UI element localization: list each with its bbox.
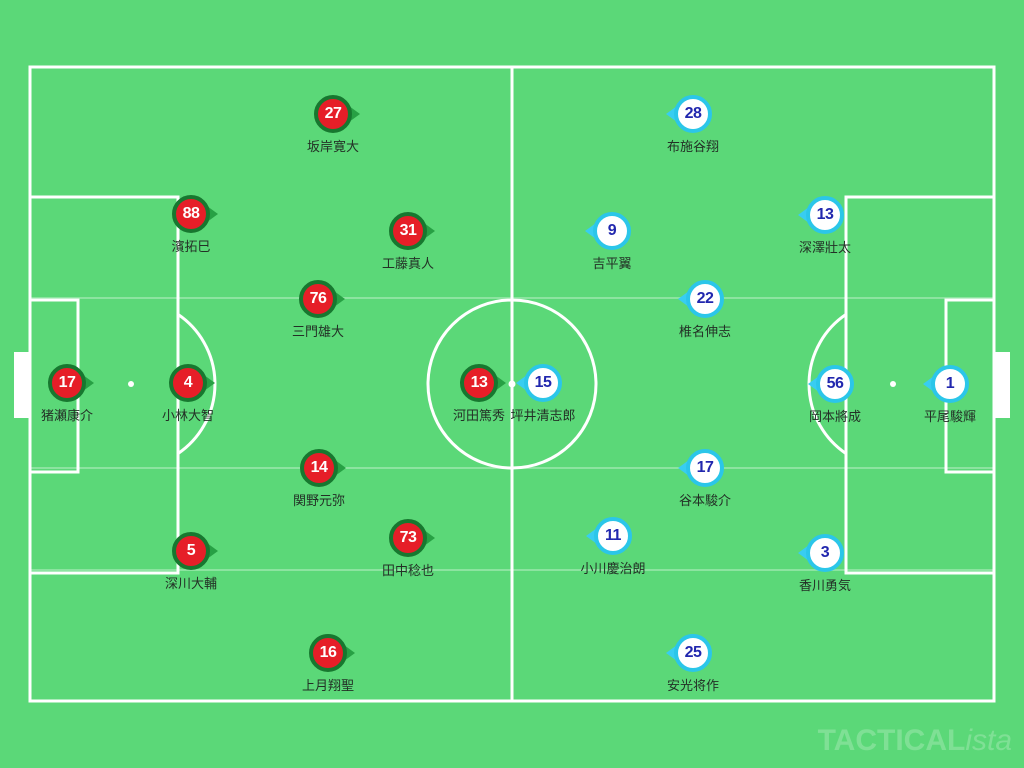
player-disc: 1	[931, 365, 969, 403]
player-disc: 11	[594, 517, 632, 555]
center-circle	[426, 298, 598, 470]
facing-arrow-icon	[798, 207, 809, 223]
watermark-bold: TACTICAL	[817, 724, 966, 757]
player-name: 関野元弥	[292, 493, 345, 508]
player-number: 88	[182, 205, 200, 222]
player-name: 椎名伸志	[678, 324, 731, 339]
facing-arrow-icon	[334, 291, 345, 307]
player-name: 谷本駿介	[678, 493, 731, 508]
player-name: 深川大輔	[164, 576, 217, 591]
facing-arrow-icon	[495, 375, 506, 391]
player-number: 17	[696, 459, 714, 476]
player-number: 27	[324, 105, 342, 122]
player-disc: 16	[309, 634, 347, 672]
facing-arrow-icon	[923, 376, 934, 392]
watermark-italic: ista	[965, 724, 1012, 757]
player-number: 22	[696, 290, 714, 307]
center-spot	[508, 380, 516, 388]
facing-arrow-icon	[207, 543, 218, 559]
player-number: 16	[319, 644, 337, 661]
player-number: 17	[58, 374, 76, 391]
player-number: 9	[607, 222, 617, 239]
player-name: 濱拓巳	[171, 239, 211, 254]
player-name: 猪瀬康介	[40, 408, 93, 423]
player-disc: 17	[48, 364, 86, 402]
player-disc: 76	[299, 280, 337, 318]
player-disc: 3	[806, 534, 844, 572]
player-number: 73	[399, 529, 417, 546]
player-disc: 22	[686, 280, 724, 318]
player-name: 坪井清志郎	[510, 408, 576, 423]
player-number: 5	[186, 542, 196, 559]
facing-arrow-icon	[678, 291, 689, 307]
facing-arrow-icon	[83, 375, 94, 391]
player-disc: 13	[460, 364, 498, 402]
player-name: 坂岸寛大	[306, 139, 359, 154]
player-name: 河田篤秀	[452, 408, 505, 423]
facing-arrow-icon	[678, 460, 689, 476]
player-disc: 28	[674, 95, 712, 133]
guide-lines	[30, 297, 994, 571]
facing-arrow-icon	[424, 530, 435, 546]
player-disc: 14	[300, 449, 338, 487]
player-number: 4	[183, 374, 193, 391]
player-number: 13	[470, 374, 488, 391]
player-name: 小川慶治朗	[580, 561, 646, 576]
player-name: 吉平翼	[592, 256, 632, 271]
player-number: 31	[399, 222, 417, 239]
player-number: 28	[684, 105, 702, 122]
facing-arrow-icon	[516, 375, 527, 391]
facing-arrow-icon	[207, 206, 218, 222]
player-disc: 13	[806, 196, 844, 234]
right-penalty-spot	[890, 381, 896, 387]
facing-arrow-icon	[666, 106, 677, 122]
facing-arrow-icon	[585, 223, 596, 239]
facing-arrow-icon	[344, 645, 355, 661]
player-name: 岡本將成	[808, 409, 861, 424]
facing-arrow-icon	[798, 545, 809, 561]
player-name: 深澤壯太	[798, 240, 851, 255]
facing-arrow-icon	[666, 645, 677, 661]
player-disc: 56	[816, 365, 854, 403]
player-name: 布施谷翔	[666, 139, 719, 154]
facing-arrow-icon	[424, 223, 435, 239]
player-name: 小林大智	[161, 408, 214, 423]
facing-arrow-icon	[204, 375, 215, 391]
player-disc: 5	[172, 532, 210, 570]
player-number: 25	[684, 644, 702, 661]
left-penalty-spot	[128, 381, 134, 387]
player-number: 76	[309, 290, 327, 307]
player-disc: 15	[524, 364, 562, 402]
player-number: 3	[820, 544, 830, 561]
player-disc: 73	[389, 519, 427, 557]
facing-arrow-icon	[586, 528, 597, 544]
player-number: 11	[605, 527, 621, 544]
player-number: 15	[534, 374, 552, 391]
facing-arrow-icon	[349, 106, 360, 122]
player-name: 安光将作	[666, 678, 719, 693]
player-disc: 31	[389, 212, 427, 250]
player-number: 13	[816, 206, 834, 223]
player-name: 三門雄大	[291, 324, 344, 339]
player-name: 平尾駿輝	[923, 409, 976, 424]
player-number: 1	[945, 375, 955, 392]
player-name: 香川勇気	[798, 578, 851, 593]
player-disc: 88	[172, 195, 210, 233]
player-name: 田中稔也	[381, 563, 434, 578]
player-name: 工藤真人	[381, 256, 434, 271]
player-disc: 4	[169, 364, 207, 402]
player-name: 上月翔聖	[301, 678, 354, 693]
player-number: 14	[310, 459, 328, 476]
player-disc: 17	[686, 449, 724, 487]
player-disc: 27	[314, 95, 352, 133]
player-disc: 25	[674, 634, 712, 672]
player-disc: 9	[593, 212, 631, 250]
facing-arrow-icon	[335, 460, 346, 476]
facing-arrow-icon	[808, 376, 819, 392]
watermark: TACTICALista	[818, 726, 1012, 756]
player-number: 56	[826, 375, 844, 392]
